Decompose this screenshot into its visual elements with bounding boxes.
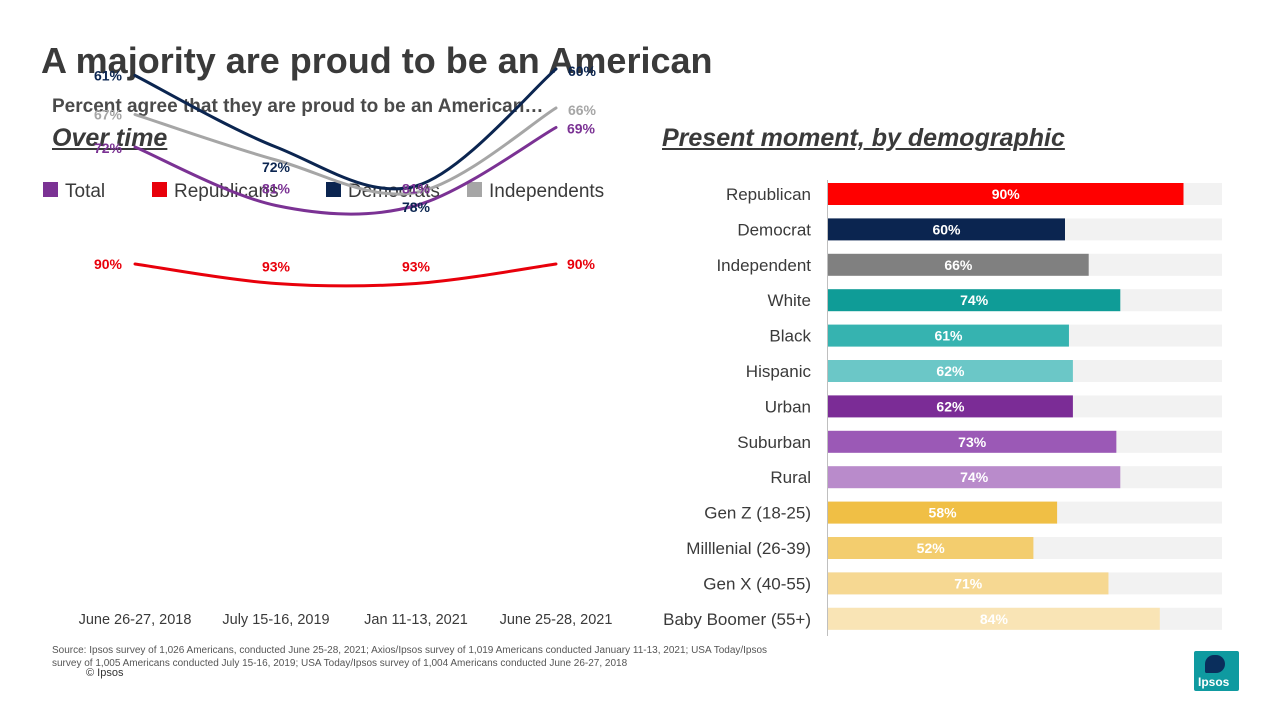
legend-swatch-total <box>43 182 58 197</box>
bar-value-milllenial-26-39: 52% <box>917 540 946 556</box>
data-label-independents-0: 67% <box>94 107 123 123</box>
bar-republican <box>828 183 1184 205</box>
category-label-suburban: Suburban <box>737 433 811 452</box>
series-line-independents <box>133 106 558 196</box>
category-label-gen-z-18-25: Gen Z (18-25) <box>704 504 811 523</box>
data-label-democrats-1: 72% <box>262 159 291 175</box>
series-line-republicans <box>133 262 558 288</box>
data-label-democrats-2: 78% <box>402 199 431 215</box>
legend-label-total: Total <box>65 181 105 202</box>
data-label-independents-3: 66% <box>568 102 597 118</box>
bar-milllenial-26-39 <box>828 537 1034 559</box>
bar-suburban <box>828 430 1117 453</box>
category-label-urban: Urban <box>765 397 811 416</box>
line-chart: Total Republicans Democrats Independents72%… <box>43 63 613 628</box>
data-label-total-1: 81% <box>262 181 291 197</box>
bar-chart: 90% Republican 60% Democrat 66% Independent 74… <box>663 180 1222 636</box>
category-label-black: Black <box>769 327 811 346</box>
data-label-democrats-3: 60% <box>568 63 597 79</box>
x-tick-label-2: Jan 11-13, 2021 <box>364 612 468 628</box>
category-label-republican: Republican <box>726 185 811 204</box>
bar-value-independent: 66% <box>944 257 973 273</box>
bar-hispanic <box>828 360 1073 382</box>
category-label-rural: Rural <box>770 468 811 487</box>
bar-black <box>828 324 1069 347</box>
data-label-total-3: 69% <box>567 121 596 137</box>
bar-value-suburban: 73% <box>958 434 987 450</box>
category-label-baby-boomer-55: Baby Boomer (55+) <box>663 610 811 629</box>
category-label-hispanic: Hispanic <box>746 362 812 381</box>
logo-mark-icon <box>1205 655 1225 673</box>
bar-independent <box>828 253 1089 276</box>
bar-value-gen-x-40-55: 71% <box>954 575 983 591</box>
bar-value-baby-boomer-55: 84% <box>980 611 1009 627</box>
legend-swatch-republicans <box>152 182 167 197</box>
x-tick-label-0: June 26-27, 2018 <box>79 612 192 628</box>
category-label-democrat: Democrat <box>737 220 811 239</box>
data-label-total-0: 72% <box>94 140 123 156</box>
source-note: Source: Ipsos survey of 1,026 Americans,… <box>52 645 768 669</box>
bar-white <box>828 289 1121 312</box>
bar-value-urban: 62% <box>936 398 965 414</box>
copyright: © Ipsos <box>86 667 124 679</box>
data-label-total-2: 81% <box>402 181 431 197</box>
bar-value-rural: 74% <box>960 469 989 485</box>
over-time-heading: Over time <box>52 124 168 152</box>
data-label-republicans-1: 93% <box>262 259 291 275</box>
slide-subtitle: Percent agree that they are proud to be … <box>52 96 544 117</box>
bar-baby-boomer-55 <box>828 607 1160 630</box>
bar-value-white: 74% <box>960 292 989 308</box>
bar-value-black: 61% <box>934 328 963 344</box>
legend-swatch-democrats <box>326 182 341 197</box>
data-label-republicans-2: 93% <box>402 259 431 275</box>
bar-value-republican: 90% <box>992 186 1021 202</box>
x-tick-label-3: June 25-28, 2021 <box>500 612 613 628</box>
bar-rural <box>828 466 1121 489</box>
series-line-democrats <box>133 67 558 191</box>
category-label-gen-x-40-55: Gen X (40-55) <box>703 574 811 593</box>
bar-democrat <box>828 218 1065 241</box>
bar-gen-x-40-55 <box>828 572 1109 595</box>
category-label-milllenial-26-39: Milllenial (26-39) <box>686 539 811 558</box>
bar-value-hispanic: 62% <box>936 363 965 379</box>
data-label-democrats-0: 61% <box>94 68 123 84</box>
ipsos-logo: Ipsos <box>1194 651 1239 691</box>
legend-swatch-independents <box>467 182 482 197</box>
category-label-white: White <box>768 291 811 310</box>
data-label-republicans-0: 90% <box>94 256 123 272</box>
logo-text: Ipsos <box>1198 675 1230 689</box>
category-label-independent: Independent <box>716 256 811 275</box>
data-label-republicans-3: 90% <box>567 256 596 272</box>
x-tick-label-1: July 15-16, 2019 <box>222 612 329 628</box>
bar-urban <box>828 395 1073 418</box>
bar-value-democrat: 60% <box>932 221 961 237</box>
bar-gen-z-18-25 <box>828 501 1058 524</box>
bar-value-gen-z-18-25: 58% <box>929 505 958 521</box>
legend-label-independents: Independents <box>489 181 604 202</box>
series-line-total <box>133 126 558 216</box>
legend-label-republicans: Republicans <box>174 181 279 202</box>
slide-title: A majority are proud to be an American <box>41 40 713 81</box>
demographic-heading: Present moment, by demographic <box>662 124 1065 152</box>
